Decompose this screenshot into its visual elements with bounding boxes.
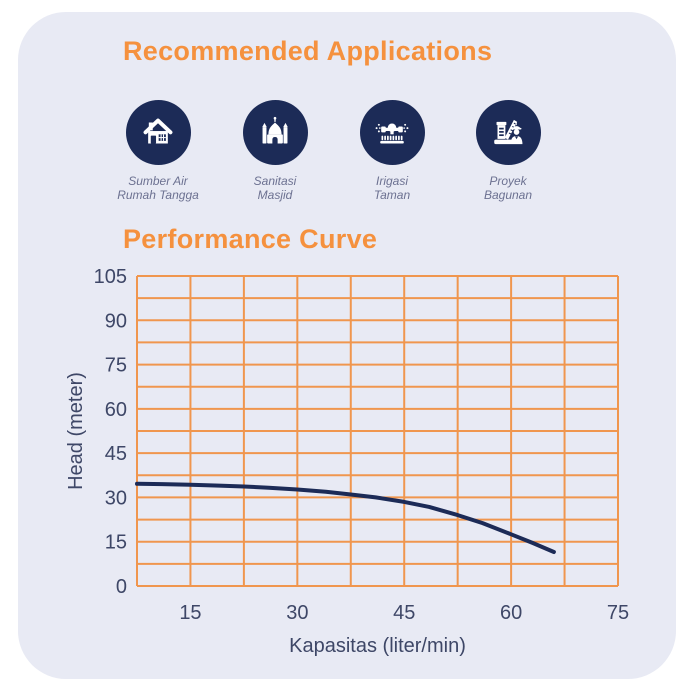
performance-curve-title: Performance Curve bbox=[123, 224, 378, 254]
y-tick-label: 90 bbox=[105, 310, 127, 332]
performance-curve-plot: 15 30 45 60 75 0 15 30 45 60 75 90 105 Head (meter) Ka… bbox=[65, 266, 629, 657]
y-axis-title: Head (meter) bbox=[65, 372, 87, 490]
application-label-line1: Sumber Air bbox=[128, 174, 188, 188]
sprinkler-icon bbox=[359, 100, 425, 165]
performance-curve-chart: 15 30 45 60 75 0 15 30 45 60 75 90 105 Head (meter) Ka… bbox=[60, 262, 660, 670]
x-tick-label: 75 bbox=[607, 602, 629, 624]
x-tick-label: 30 bbox=[286, 602, 308, 624]
house-icon bbox=[125, 100, 191, 165]
application-label: Sumber Air Rumah Tangga bbox=[100, 174, 216, 202]
application-item-construction-project: Proyek Bagunan bbox=[450, 100, 566, 202]
pump-head-curve bbox=[135, 481, 556, 554]
application-item-mosque-sanitation: Sanitasi Masjid bbox=[217, 100, 333, 202]
y-tick-label: 75 bbox=[105, 355, 127, 377]
application-label-line1: Proyek bbox=[489, 174, 527, 188]
y-tick-label: 105 bbox=[94, 266, 127, 288]
application-label-line1: Sanitasi bbox=[253, 174, 297, 188]
application-label-line2: Taman bbox=[373, 188, 411, 202]
crane-icon bbox=[475, 100, 541, 165]
mosque-icon bbox=[242, 100, 308, 165]
application-label-line2: Bagunan bbox=[483, 188, 533, 202]
application-label: Proyek Bagunan bbox=[450, 174, 566, 202]
recommended-applications-title: Recommended Applications bbox=[123, 36, 493, 66]
y-tick-label: 45 bbox=[105, 443, 127, 465]
application-item-household-water: Sumber Air Rumah Tangga bbox=[100, 100, 216, 202]
application-label-line1: Irigasi bbox=[375, 174, 408, 188]
x-tick-label: 60 bbox=[500, 602, 522, 624]
application-item-garden-irrigation: Irigasi Taman bbox=[334, 100, 450, 202]
y-tick-label: 60 bbox=[105, 399, 127, 421]
applications-row: Sumber Air Rumah Tangga Sanitasi Masjid bbox=[0, 100, 700, 210]
application-label: Irigasi Taman bbox=[334, 174, 450, 202]
y-tick-label: 30 bbox=[105, 487, 127, 509]
y-tick-label: 15 bbox=[105, 532, 127, 554]
x-tick-label: 15 bbox=[179, 602, 201, 624]
x-axis-title: Kapasitas (liter/min) bbox=[289, 635, 466, 657]
x-tick-label: 45 bbox=[393, 602, 415, 624]
application-label-line2: Masjid bbox=[257, 188, 293, 202]
y-tick-label: 0 bbox=[116, 576, 127, 598]
application-label: Sanitasi Masjid bbox=[217, 174, 333, 202]
application-label-line2: Rumah Tangga bbox=[117, 188, 199, 202]
